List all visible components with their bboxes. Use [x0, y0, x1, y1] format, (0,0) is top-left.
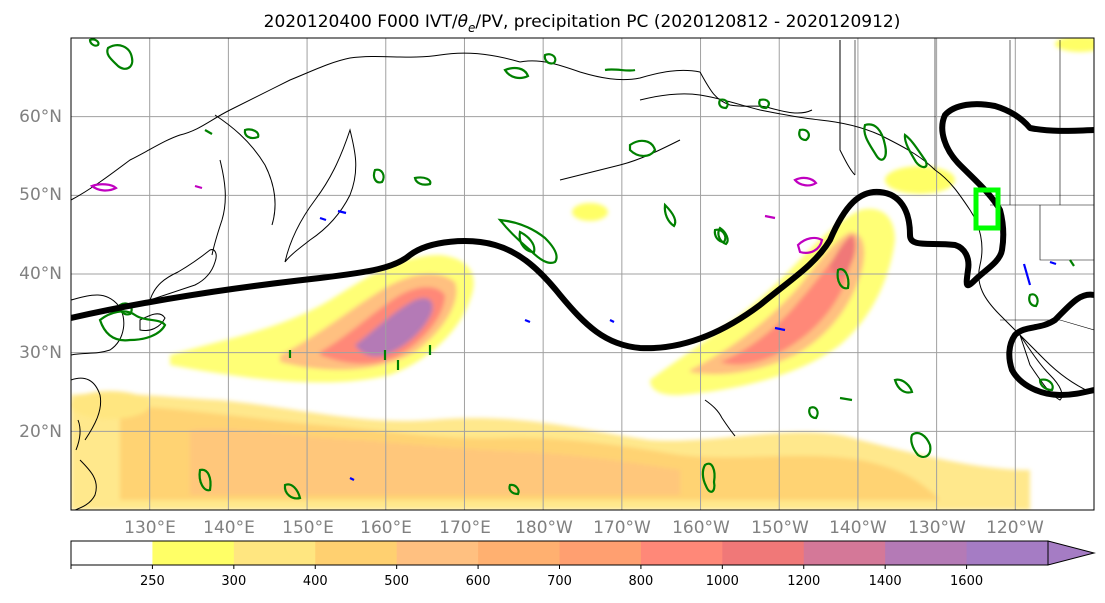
colorbar-segment: [803, 541, 886, 565]
ivt-patch-gulf: [885, 166, 955, 194]
lat-label: 30°N: [19, 343, 62, 363]
grid-lines: [71, 38, 1094, 510]
colorbar-tick-label: 1000: [706, 574, 739, 589]
lon-label: 150°E: [282, 518, 334, 538]
precip-contours: [88, 38, 1075, 500]
lon-label: 170°E: [439, 518, 491, 538]
lat-label: 40°N: [19, 264, 62, 284]
colorbar-tick-label: 1400: [869, 574, 902, 589]
pv-contours: [71, 101, 1094, 398]
ivt-ar-east-core: [830, 235, 856, 277]
colorbar-segment: [559, 541, 642, 565]
ivt-ar-east-mid: [690, 232, 865, 375]
colorbar-tick-label: 1200: [787, 574, 820, 589]
colorbar-segment: [966, 541, 1049, 565]
plot-title: 2020120400 F000 IVT/θe/PV, precipitation…: [264, 12, 901, 35]
lon-label: 140°E: [203, 518, 255, 538]
lat-label: 20°N: [19, 422, 62, 442]
colorbar-tick-label: 400: [303, 574, 328, 589]
coastlines: [71, 40, 1091, 510]
colorbar-tick-label: 250: [140, 574, 165, 589]
lon-label: 140°W: [829, 518, 887, 538]
colorbar-tick-label: 500: [384, 574, 409, 589]
colorbar-segment: [233, 541, 316, 565]
pv-magenta-contours: [89, 176, 824, 254]
blue-contours: [319, 209, 1057, 481]
ivt-ar-west-core: [355, 298, 433, 357]
lon-label: 120°W: [986, 518, 1044, 538]
ivt-patch-mid: [572, 203, 608, 221]
lon-label: 160°W: [672, 518, 730, 538]
lon-label: 170°W: [593, 518, 651, 538]
colorbar: 250 300 400 500 600 700 800 1000 1200 1400 1600: [70, 540, 1096, 589]
map-area: [71, 38, 1094, 510]
ivt-tropical-core: [190, 428, 680, 495]
colorbar-tick-label: 600: [466, 574, 491, 589]
lon-label: 180°W: [515, 518, 573, 538]
colorbar-tick-label: 300: [221, 574, 246, 589]
lon-label: 130°E: [124, 518, 176, 538]
lon-label: 150°W: [751, 518, 809, 538]
colorbar-segment: [152, 541, 235, 565]
ivt-patch-north: [1055, 38, 1094, 52]
ivt-patch-west: [71, 391, 150, 419]
lat-label: 50°N: [19, 185, 62, 205]
lon-label: 160°E: [360, 518, 412, 538]
colorbar-segment: [885, 541, 968, 565]
map-frame: [70, 37, 1095, 511]
colorbar-segment: [396, 541, 479, 565]
lon-label: 130°W: [908, 518, 966, 538]
ivt-shading: [71, 38, 1094, 510]
colorbar-tick-label: 800: [629, 574, 654, 589]
longitude-labels: 130°E 140°E 150°E 160°E 170°E 180°W 170°…: [124, 518, 1044, 538]
colorbar-segment: [722, 541, 805, 565]
colorbar-tick-label: 1600: [950, 574, 983, 589]
region-box: [973, 187, 1001, 231]
latitude-labels: 20°N 30°N 40°N 50°N 60°N: [19, 107, 62, 442]
colorbar-segment: [315, 541, 398, 565]
lat-label: 60°N: [19, 107, 62, 127]
colorbar-tick-label: 700: [547, 574, 572, 589]
colorbar-extend-arrow: [1047, 540, 1096, 566]
colorbar-segment: [478, 541, 560, 565]
country-borders: [854, 38, 1094, 331]
colorbar-segment: [640, 541, 723, 565]
colorbar-segment: [71, 541, 153, 565]
